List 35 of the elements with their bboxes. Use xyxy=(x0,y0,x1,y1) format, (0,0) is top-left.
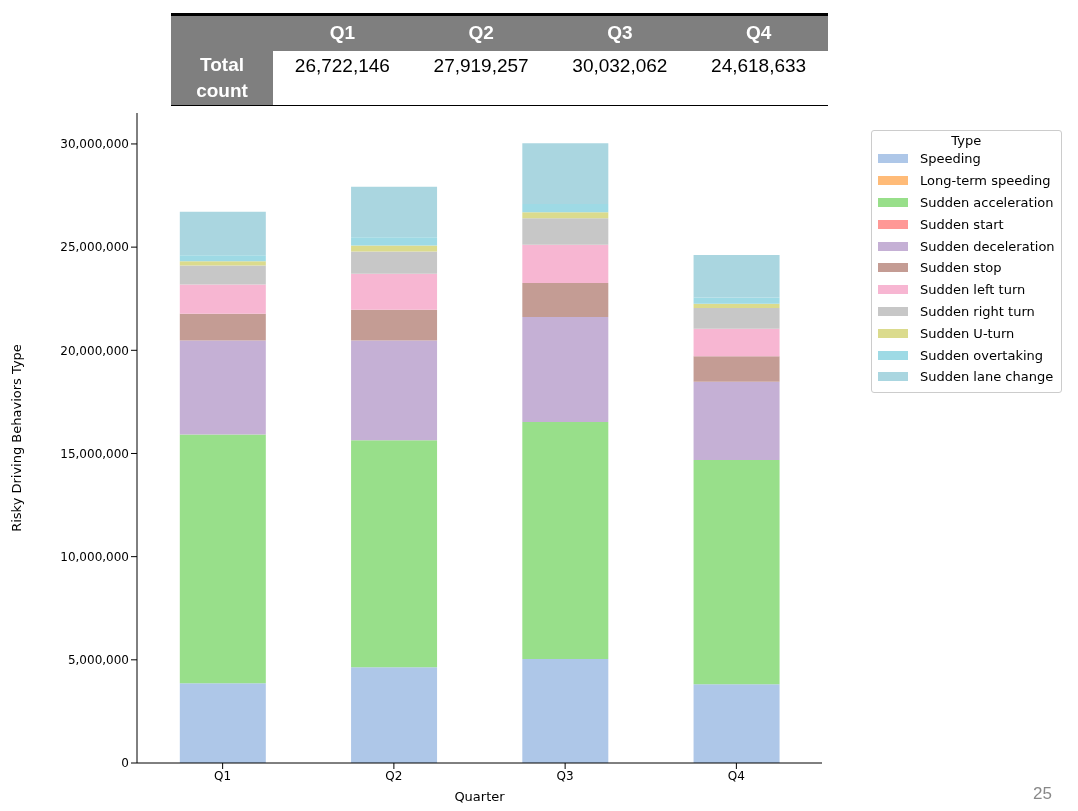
y-tick-label: 5,000,000 xyxy=(67,653,129,668)
legend-label: Sudden deceleration xyxy=(920,238,1055,254)
text: 30,032,062 xyxy=(571,53,669,78)
legend-title: Type xyxy=(950,133,983,148)
x-tick-label: Q1 xyxy=(214,768,232,783)
x-tick-label: Q4 xyxy=(727,768,745,783)
legend-label: Sudden acceleration xyxy=(920,194,1054,210)
legend-label: Long-term speeding xyxy=(920,173,1051,189)
text: 25 xyxy=(1033,784,1052,804)
category-label: Q2 xyxy=(468,22,494,44)
category-label: Q1 xyxy=(329,22,356,44)
category-label: Q3 xyxy=(607,22,633,44)
text: 26,722,146 xyxy=(293,53,391,78)
text: 24,618,633 xyxy=(710,53,808,78)
y-tick-label: 20,000,000 xyxy=(60,343,129,358)
legend-label: Sudden left turn xyxy=(920,282,1026,298)
x-axis-title: Quarter xyxy=(454,789,506,804)
legend-label: Sudden right turn xyxy=(920,303,1035,319)
category-label: Q4 xyxy=(745,22,772,44)
y-tick-label: 0 xyxy=(121,756,129,771)
y-tick-label: 10,000,000 xyxy=(60,549,129,564)
legend-label: Sudden overtaking xyxy=(920,347,1044,363)
legend-label: Sudden stop xyxy=(920,260,1002,276)
x-tick-label: Q2 xyxy=(385,768,403,783)
y-axis-title: Risky Driving Behaviors Type xyxy=(8,344,24,532)
legend-label: Sudden U-turn xyxy=(920,325,1015,341)
legend-label: Speeding xyxy=(920,151,981,167)
y-tick-label: 30,000,000 xyxy=(60,137,129,152)
legend-label: Sudden start xyxy=(920,216,1004,232)
y-tick-label: 15,000,000 xyxy=(60,446,129,461)
text: 27,919,257 xyxy=(432,53,530,78)
text: Total count xyxy=(171,50,273,105)
y-tick-label: 25,000,000 xyxy=(60,240,129,255)
legend-label: Sudden lane change xyxy=(920,369,1054,385)
x-tick-label: Q3 xyxy=(556,768,574,783)
